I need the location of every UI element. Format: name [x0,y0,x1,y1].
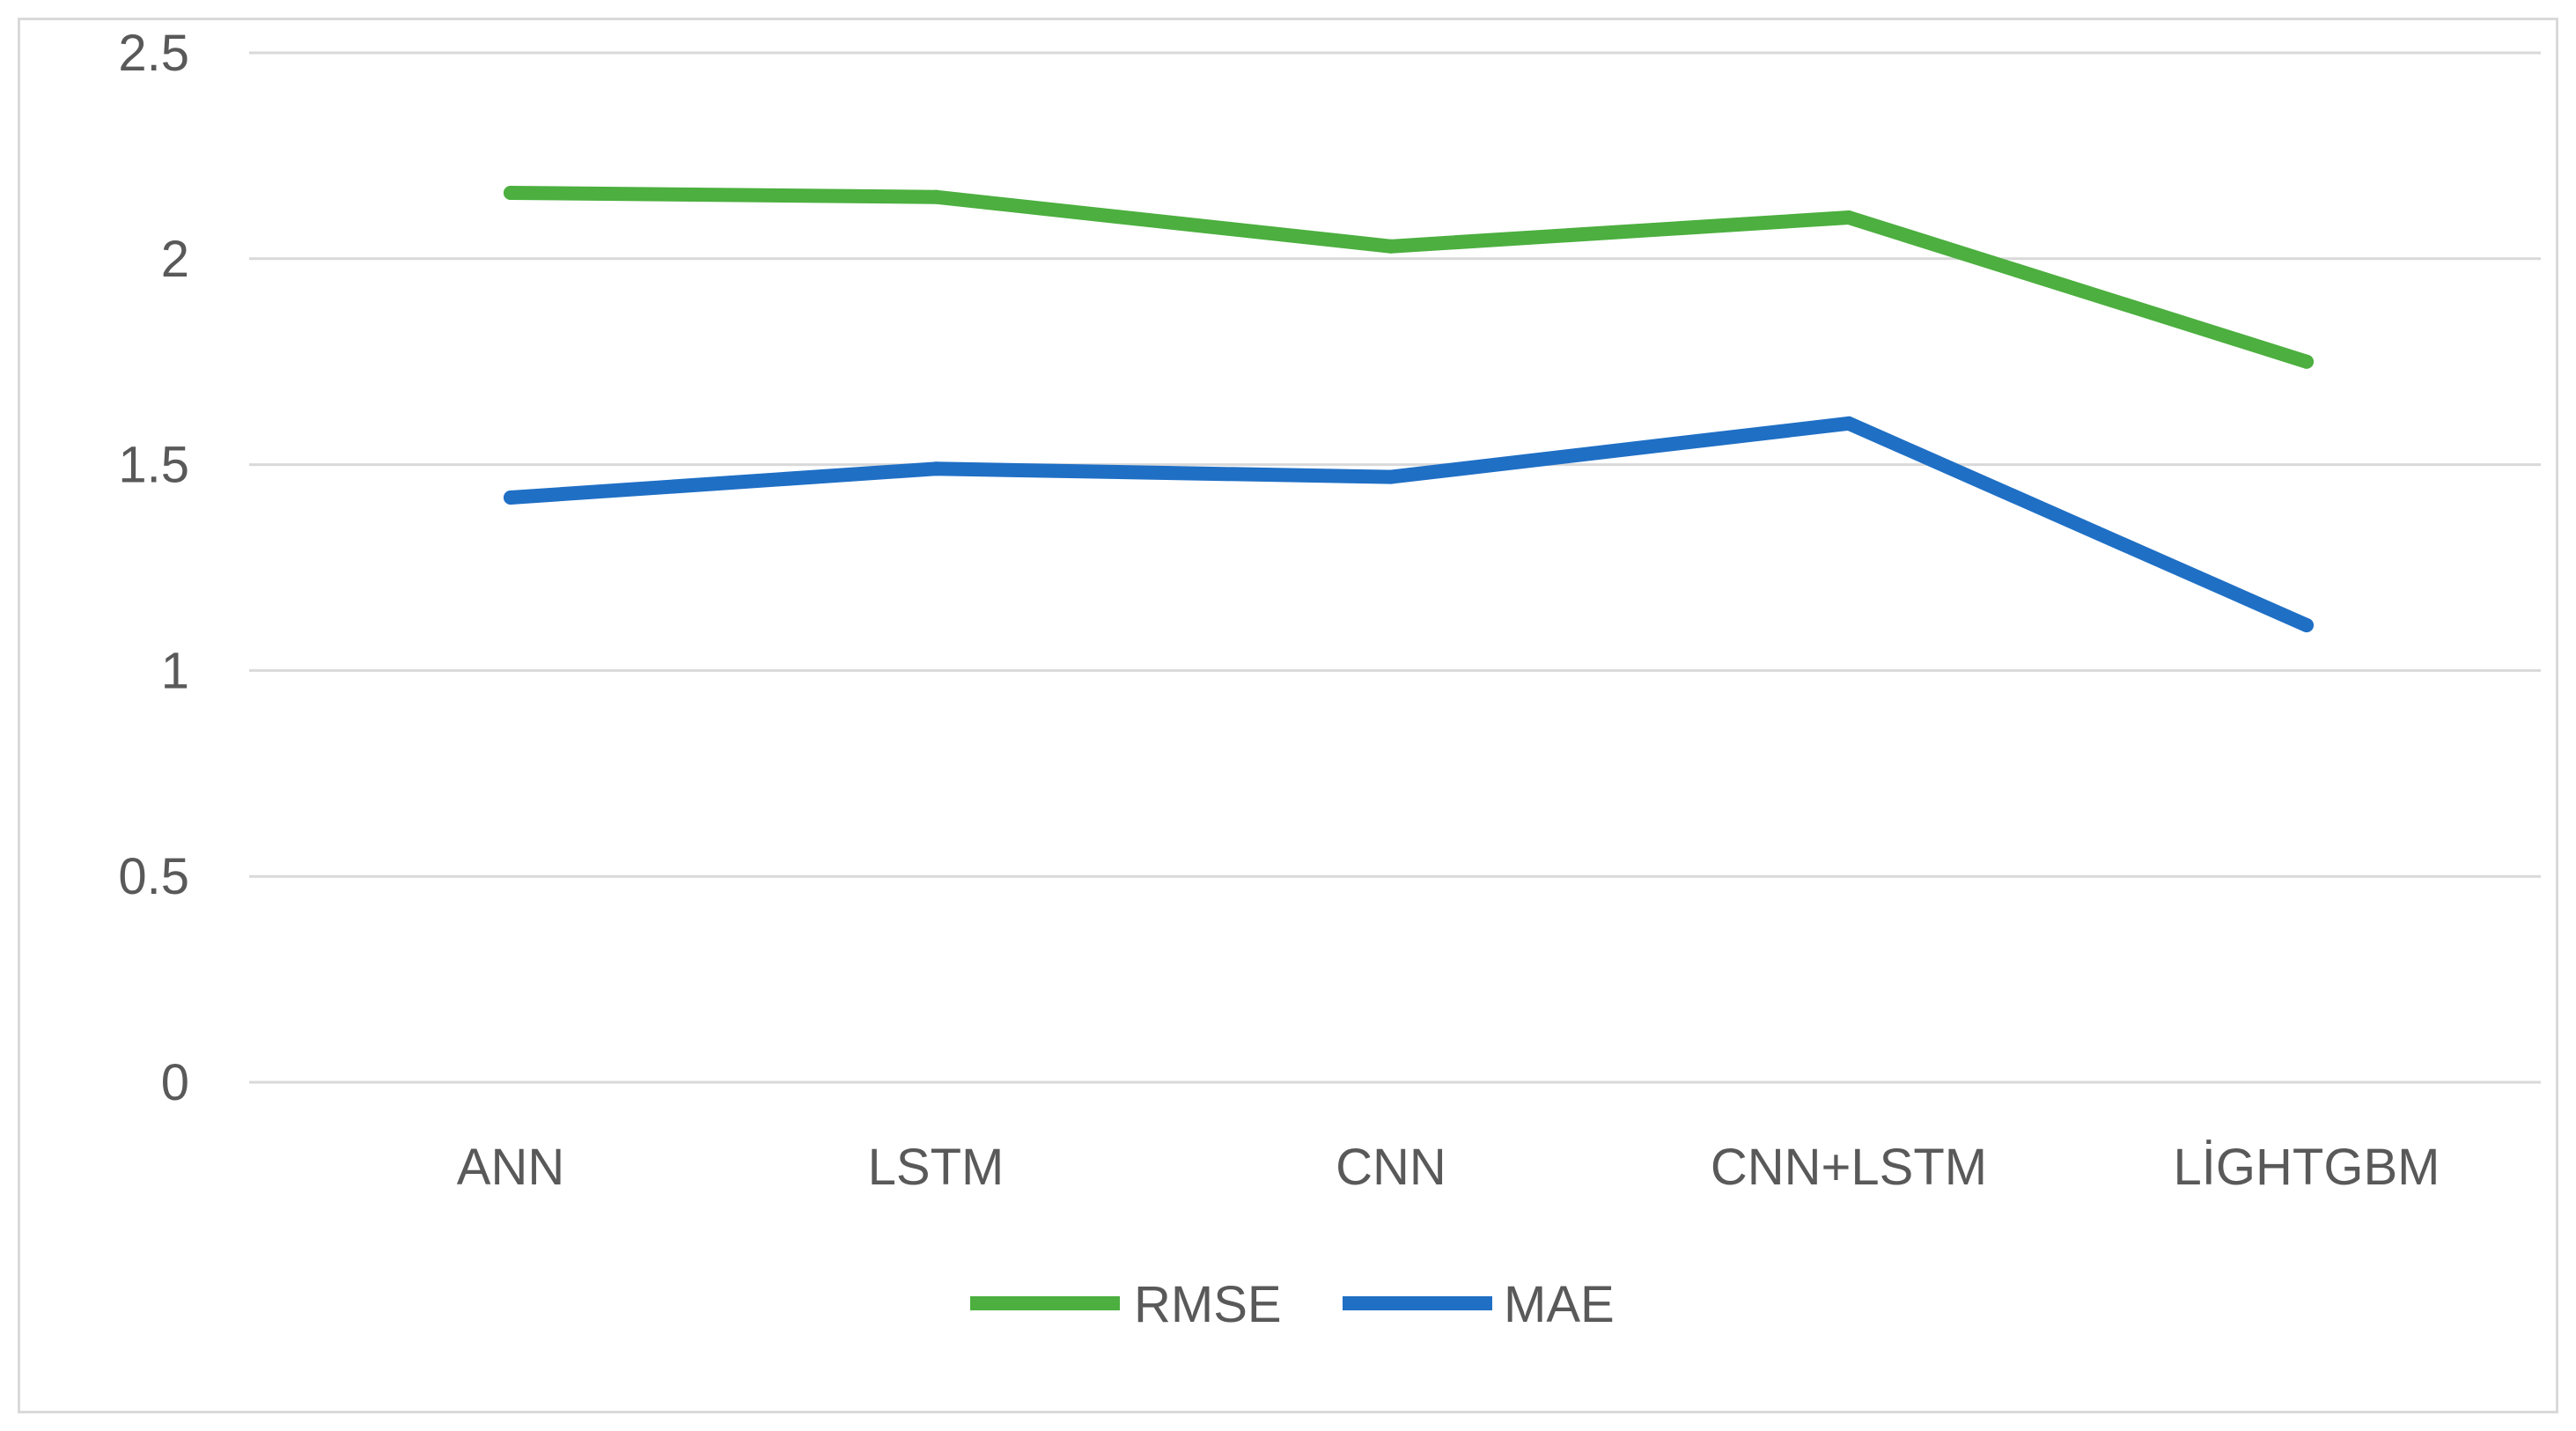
data-point-rmse [929,189,943,204]
y-tick-label: 0.5 [118,848,189,905]
data-point-rmse [2300,354,2314,369]
data-point-rmse [504,185,518,200]
series-line-rmse [504,186,2314,369]
x-tick-label: CNN+LSTM [1711,1139,1987,1196]
y-tick-label: 1.5 [118,437,189,494]
legend-label: MAE [1504,1276,1615,1333]
data-point-rmse [1384,239,1398,254]
y-tick-label: 0 [161,1054,189,1111]
data-point-mae [929,461,943,476]
y-tick-label: 2.5 [118,25,189,82]
series-line-mae [504,416,2314,632]
legend-item-rmse: RMSE [970,1276,1282,1333]
x-tick-label: ANN [457,1139,564,1196]
data-point-mae [2300,617,2314,632]
x-tick-label: LSTM [868,1139,1005,1196]
y-axis-ticks: 0 0.5 1 1.5 2 2.5 [118,25,189,1111]
gridlines [249,51,2541,1084]
data-point-mae [504,491,518,505]
x-tick-label: LİGHTGBM [2174,1139,2440,1196]
legend: RMSE MAE [970,1276,1615,1333]
chart-frame [18,18,2558,1413]
data-point-mae [1384,469,1398,484]
x-tick-label: CNN [1336,1139,1446,1196]
y-tick-label: 2 [161,231,189,288]
x-axis-ticks: ANN LSTM CNN CNN+LSTM LİGHTGBM [457,1139,2440,1196]
legend-item-mae: MAE [1343,1276,1615,1333]
legend-label: RMSE [1134,1276,1282,1333]
data-point-rmse [1842,210,1856,225]
y-tick-label: 1 [161,642,189,699]
data-point-mae [1842,416,1856,431]
series-lines [504,185,2314,632]
